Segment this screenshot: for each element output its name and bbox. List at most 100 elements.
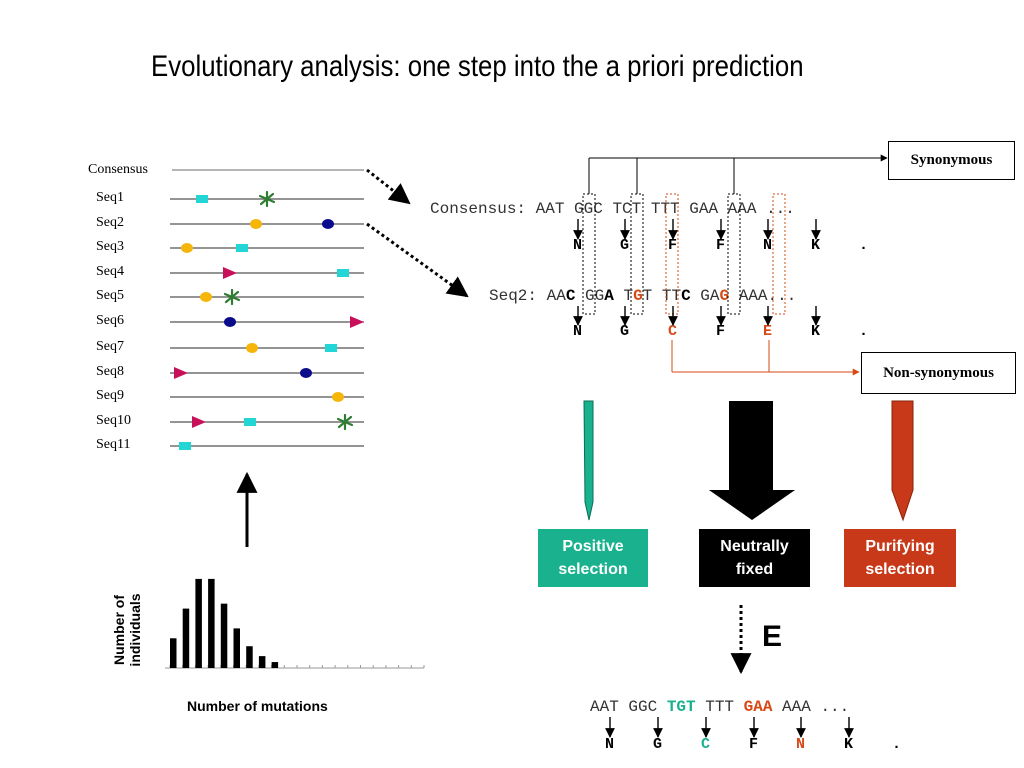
sequence-label: Seq9 bbox=[96, 388, 124, 403]
result-amino-acid: C bbox=[701, 736, 711, 753]
result-codon: TTT bbox=[695, 698, 735, 716]
result-amino-acid: N bbox=[796, 736, 806, 753]
result-marker: E bbox=[762, 620, 783, 653]
seq2-prefix: Seq2: bbox=[489, 287, 538, 305]
star-marker bbox=[336, 413, 354, 431]
triangle-marker bbox=[192, 416, 206, 428]
sequence-label: Seq1 bbox=[96, 190, 124, 205]
seq2-codons: AAC GGA TGT TTC GAG AAA... bbox=[547, 287, 797, 305]
seq2-codon: GAG bbox=[690, 287, 730, 305]
star-stroke bbox=[259, 192, 275, 206]
seq2-codon: TTC bbox=[652, 287, 691, 305]
star-stroke bbox=[336, 417, 354, 427]
alignment-graphics bbox=[170, 169, 364, 450]
consensus-amino-acid: G bbox=[620, 237, 630, 254]
histogram-bar bbox=[195, 578, 202, 668]
yellow-circle-marker bbox=[250, 219, 262, 229]
consensus-amino-acid: F bbox=[716, 237, 726, 254]
synonymous-box: Synonymous bbox=[888, 141, 1015, 180]
star-stroke bbox=[223, 292, 241, 302]
histogram-bar bbox=[220, 603, 228, 668]
histogram bbox=[165, 578, 425, 669]
result-codon: GAA bbox=[734, 698, 773, 716]
yellow-circle-marker bbox=[332, 392, 344, 402]
result-codon: AAA bbox=[772, 698, 811, 716]
consensus-amino-acid: N bbox=[763, 237, 773, 254]
sequence-label: Seq11 bbox=[96, 437, 131, 452]
histogram-bar bbox=[170, 638, 177, 668]
navy-dot-marker bbox=[322, 219, 334, 229]
consensus-dotted-arrow bbox=[366, 168, 411, 205]
mutated-base: C bbox=[681, 287, 691, 305]
seq2-amino-acid: N bbox=[573, 323, 583, 340]
navy-dot-marker bbox=[224, 317, 236, 327]
seq2-codon: GGA bbox=[575, 287, 614, 305]
seq2-amino-acid: . bbox=[859, 323, 869, 340]
yellow-circle-marker bbox=[200, 292, 212, 302]
sequence-label: Seq10 bbox=[96, 413, 131, 428]
neutrally-fixed-box: Neutrally fixed bbox=[699, 529, 810, 587]
consensus-codon: GAA bbox=[679, 200, 719, 218]
seq2-amino-acid: G bbox=[620, 323, 630, 340]
purifying-line1: Purifying bbox=[865, 538, 935, 555]
seq2-codon: AAC bbox=[546, 287, 576, 305]
sequence-label: Seq5 bbox=[96, 288, 124, 303]
sequence-label: Seq2 bbox=[96, 215, 124, 230]
positive-line2: selection bbox=[558, 561, 628, 578]
ylabel-line1: Number of bbox=[111, 595, 127, 665]
consensus-amino-acid: . bbox=[859, 237, 869, 254]
seq2-codon: TGT bbox=[613, 287, 653, 305]
histogram-bar bbox=[233, 628, 240, 668]
yellow-circle-marker bbox=[246, 343, 258, 353]
triangle-marker bbox=[174, 367, 188, 379]
purifying-selection-box: Purifying selection bbox=[844, 529, 956, 587]
slide-title: Evolutionary analysis: one step into the… bbox=[151, 50, 804, 83]
consensus-prefix: Consensus: bbox=[430, 200, 527, 218]
ylabel-line2: individuals bbox=[127, 593, 143, 667]
neutral-line1: Neutrally bbox=[720, 538, 789, 555]
triangle-marker bbox=[350, 316, 364, 328]
star-stroke bbox=[337, 415, 353, 429]
histogram-bar bbox=[271, 662, 279, 668]
neutral-line2: fixed bbox=[735, 561, 774, 578]
seq2-amino-acid: C bbox=[668, 323, 678, 340]
square-marker bbox=[337, 269, 349, 277]
result-codon: GGC bbox=[618, 698, 658, 716]
yellow-circle-marker bbox=[181, 243, 193, 253]
sequence-label: Seq4 bbox=[96, 264, 124, 279]
consensus-label: Consensus bbox=[88, 162, 148, 177]
consensus-codon: AAA bbox=[718, 200, 757, 218]
star-stroke bbox=[224, 290, 240, 304]
navy-dot-marker bbox=[300, 368, 312, 378]
consensus-amino-acid: N bbox=[573, 237, 583, 254]
consensus-amino-acid: F bbox=[668, 237, 678, 254]
neutral-selection-arrow bbox=[709, 401, 795, 520]
square-marker bbox=[236, 244, 248, 252]
sequence-label: Seq6 bbox=[96, 313, 124, 328]
non-synonymous-box: Non-synonymous bbox=[861, 352, 1016, 394]
histogram-bar bbox=[182, 608, 190, 668]
purifying-selection-arrow bbox=[891, 400, 914, 522]
result-amino-acid: . bbox=[892, 736, 902, 753]
positive-selection-box: Positive selection bbox=[538, 529, 648, 587]
consensus-amino-acid: K bbox=[811, 237, 821, 254]
square-marker bbox=[325, 344, 337, 352]
result-codon: ... bbox=[810, 698, 850, 716]
histogram-bar bbox=[258, 656, 266, 668]
star-stroke bbox=[258, 194, 276, 204]
sequence-label: Seq8 bbox=[96, 364, 124, 379]
sequence-label: Seq3 bbox=[96, 239, 124, 254]
consensus-codon: TCT bbox=[602, 200, 642, 218]
mutated-base: G bbox=[719, 287, 730, 305]
consensus-codon: AAT bbox=[535, 200, 565, 218]
histogram-bar bbox=[246, 646, 253, 668]
result-codon: AAT bbox=[590, 698, 619, 716]
seq2-codon: AAA... bbox=[729, 287, 797, 305]
result-amino-acid: K bbox=[844, 736, 854, 753]
seq2-codon-row: Seq2: AAC GGA TGT TTC GAG AAA... bbox=[489, 287, 796, 305]
triangle-marker bbox=[223, 267, 237, 279]
seq2-amino-acid: E bbox=[763, 323, 773, 340]
seq2-amino-acid: K bbox=[811, 323, 821, 340]
mutated-base: C bbox=[565, 287, 576, 305]
square-marker bbox=[179, 442, 191, 450]
